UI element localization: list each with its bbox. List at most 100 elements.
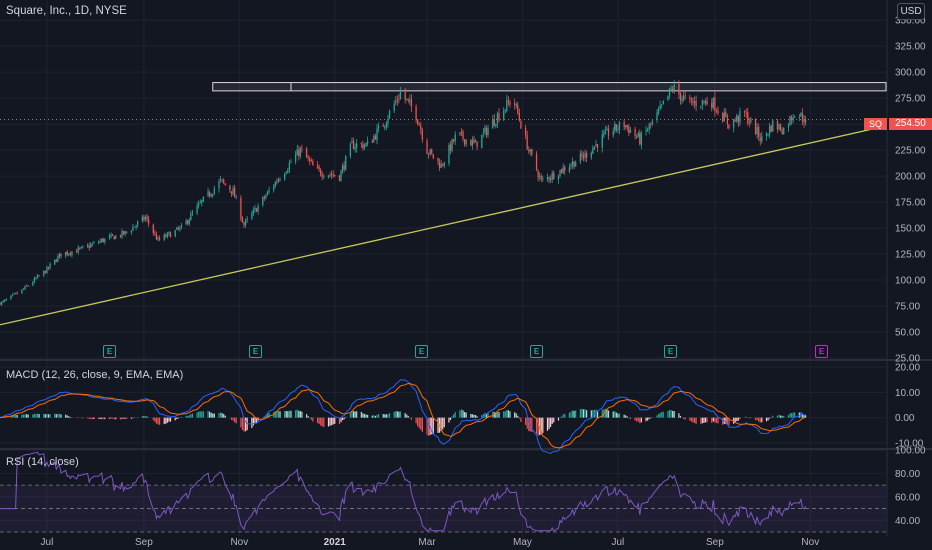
candle-body bbox=[277, 179, 280, 183]
candle-body bbox=[636, 136, 638, 138]
candle-body bbox=[241, 218, 244, 223]
candle-body bbox=[765, 133, 768, 136]
candle-body bbox=[484, 127, 486, 132]
candle-body bbox=[233, 187, 236, 198]
macd-label[interactable]: MACD (12, 26, close, 9, EMA, EMA) bbox=[6, 369, 184, 381]
candle-body bbox=[221, 179, 223, 181]
candle-body bbox=[284, 174, 286, 180]
candle-body bbox=[65, 252, 67, 256]
candle-body bbox=[509, 101, 511, 105]
earnings-marker[interactable]: E bbox=[530, 345, 543, 358]
candle-body bbox=[218, 181, 220, 189]
candle-body bbox=[517, 104, 519, 114]
candle-body bbox=[240, 197, 242, 219]
earnings-marker[interactable]: E bbox=[415, 345, 428, 358]
candle-body bbox=[235, 197, 237, 198]
candle-body bbox=[312, 161, 314, 166]
candle-body bbox=[79, 247, 81, 249]
candle-body bbox=[198, 203, 200, 206]
candle-body bbox=[452, 139, 455, 142]
candle-body bbox=[604, 130, 607, 134]
candle-body bbox=[573, 161, 575, 168]
candle-body bbox=[470, 139, 472, 146]
candle-body bbox=[504, 109, 506, 111]
candle-body bbox=[108, 236, 111, 238]
candle-body bbox=[133, 226, 136, 228]
candle-body bbox=[21, 289, 23, 294]
earnings-marker[interactable]: E bbox=[249, 345, 262, 358]
candle-body bbox=[396, 99, 398, 101]
candle-body bbox=[667, 95, 669, 101]
time-tick-label: May bbox=[513, 537, 532, 548]
candle-body bbox=[695, 100, 697, 107]
candle-body bbox=[506, 99, 508, 111]
candle-body bbox=[273, 186, 275, 191]
candle-body bbox=[625, 125, 627, 128]
candle-body bbox=[449, 144, 452, 151]
candle-body bbox=[595, 143, 597, 147]
candle-body bbox=[345, 155, 347, 171]
candle-body bbox=[266, 191, 269, 195]
ascending-trendline bbox=[0, 125, 887, 326]
candle-body bbox=[69, 253, 72, 255]
candle-body bbox=[492, 119, 494, 129]
candle-body bbox=[340, 170, 342, 182]
candle-body bbox=[739, 111, 741, 123]
earnings-marker[interactable]: E bbox=[103, 345, 116, 358]
candle-body bbox=[327, 175, 330, 178]
candle-body bbox=[637, 132, 639, 137]
candle-body bbox=[210, 194, 212, 197]
candle-body bbox=[135, 225, 137, 228]
upcoming-earnings-marker[interactable]: E bbox=[815, 345, 828, 358]
chart-title: Square, Inc., 1D, NYSE bbox=[6, 5, 127, 17]
candle-body bbox=[590, 152, 592, 158]
candle-body bbox=[571, 161, 574, 166]
candle-body bbox=[617, 129, 619, 131]
candle-body bbox=[36, 275, 39, 279]
candle-body bbox=[10, 295, 12, 300]
candle-body bbox=[728, 124, 730, 129]
candle-body bbox=[772, 120, 774, 132]
candle-body bbox=[790, 117, 793, 121]
candle-body bbox=[485, 127, 488, 136]
earnings-marker[interactable]: E bbox=[664, 345, 677, 358]
candle-body bbox=[564, 166, 566, 171]
candle-body bbox=[243, 222, 245, 226]
candle-body bbox=[750, 118, 752, 122]
candle-body bbox=[474, 140, 477, 143]
candle-body bbox=[418, 124, 420, 126]
candle-body bbox=[714, 97, 716, 112]
candle-body bbox=[540, 176, 542, 180]
candle-body bbox=[76, 251, 78, 253]
rsi-label[interactable]: RSI (14, close) bbox=[6, 456, 79, 468]
candle-body bbox=[2, 301, 4, 303]
candle-body bbox=[460, 131, 463, 133]
candle-body bbox=[99, 240, 101, 243]
candle-body bbox=[557, 176, 560, 180]
candle-body bbox=[163, 234, 165, 240]
candle-body bbox=[628, 126, 630, 133]
candle-body bbox=[188, 219, 190, 224]
candle-body bbox=[268, 190, 270, 192]
candle-body bbox=[54, 259, 56, 265]
candle-body bbox=[443, 162, 445, 167]
candle-body bbox=[712, 97, 714, 108]
candle-body bbox=[305, 148, 308, 158]
candle-body bbox=[703, 100, 705, 103]
candle-body bbox=[618, 122, 621, 131]
time-tick-label: Jul bbox=[611, 537, 624, 548]
candle-body bbox=[579, 153, 582, 162]
candle-body bbox=[33, 278, 36, 283]
candle-body bbox=[252, 209, 255, 214]
candle-body bbox=[111, 234, 114, 236]
last-price-badge: 254.50 bbox=[889, 118, 932, 130]
candle-body bbox=[196, 205, 198, 214]
candle-body bbox=[360, 142, 363, 144]
candle-body bbox=[606, 128, 608, 131]
currency-button[interactable]: USD bbox=[897, 3, 925, 20]
candle-body bbox=[102, 238, 104, 242]
macd-tick-label: -10.00 bbox=[895, 438, 924, 449]
candle-body bbox=[515, 103, 517, 106]
